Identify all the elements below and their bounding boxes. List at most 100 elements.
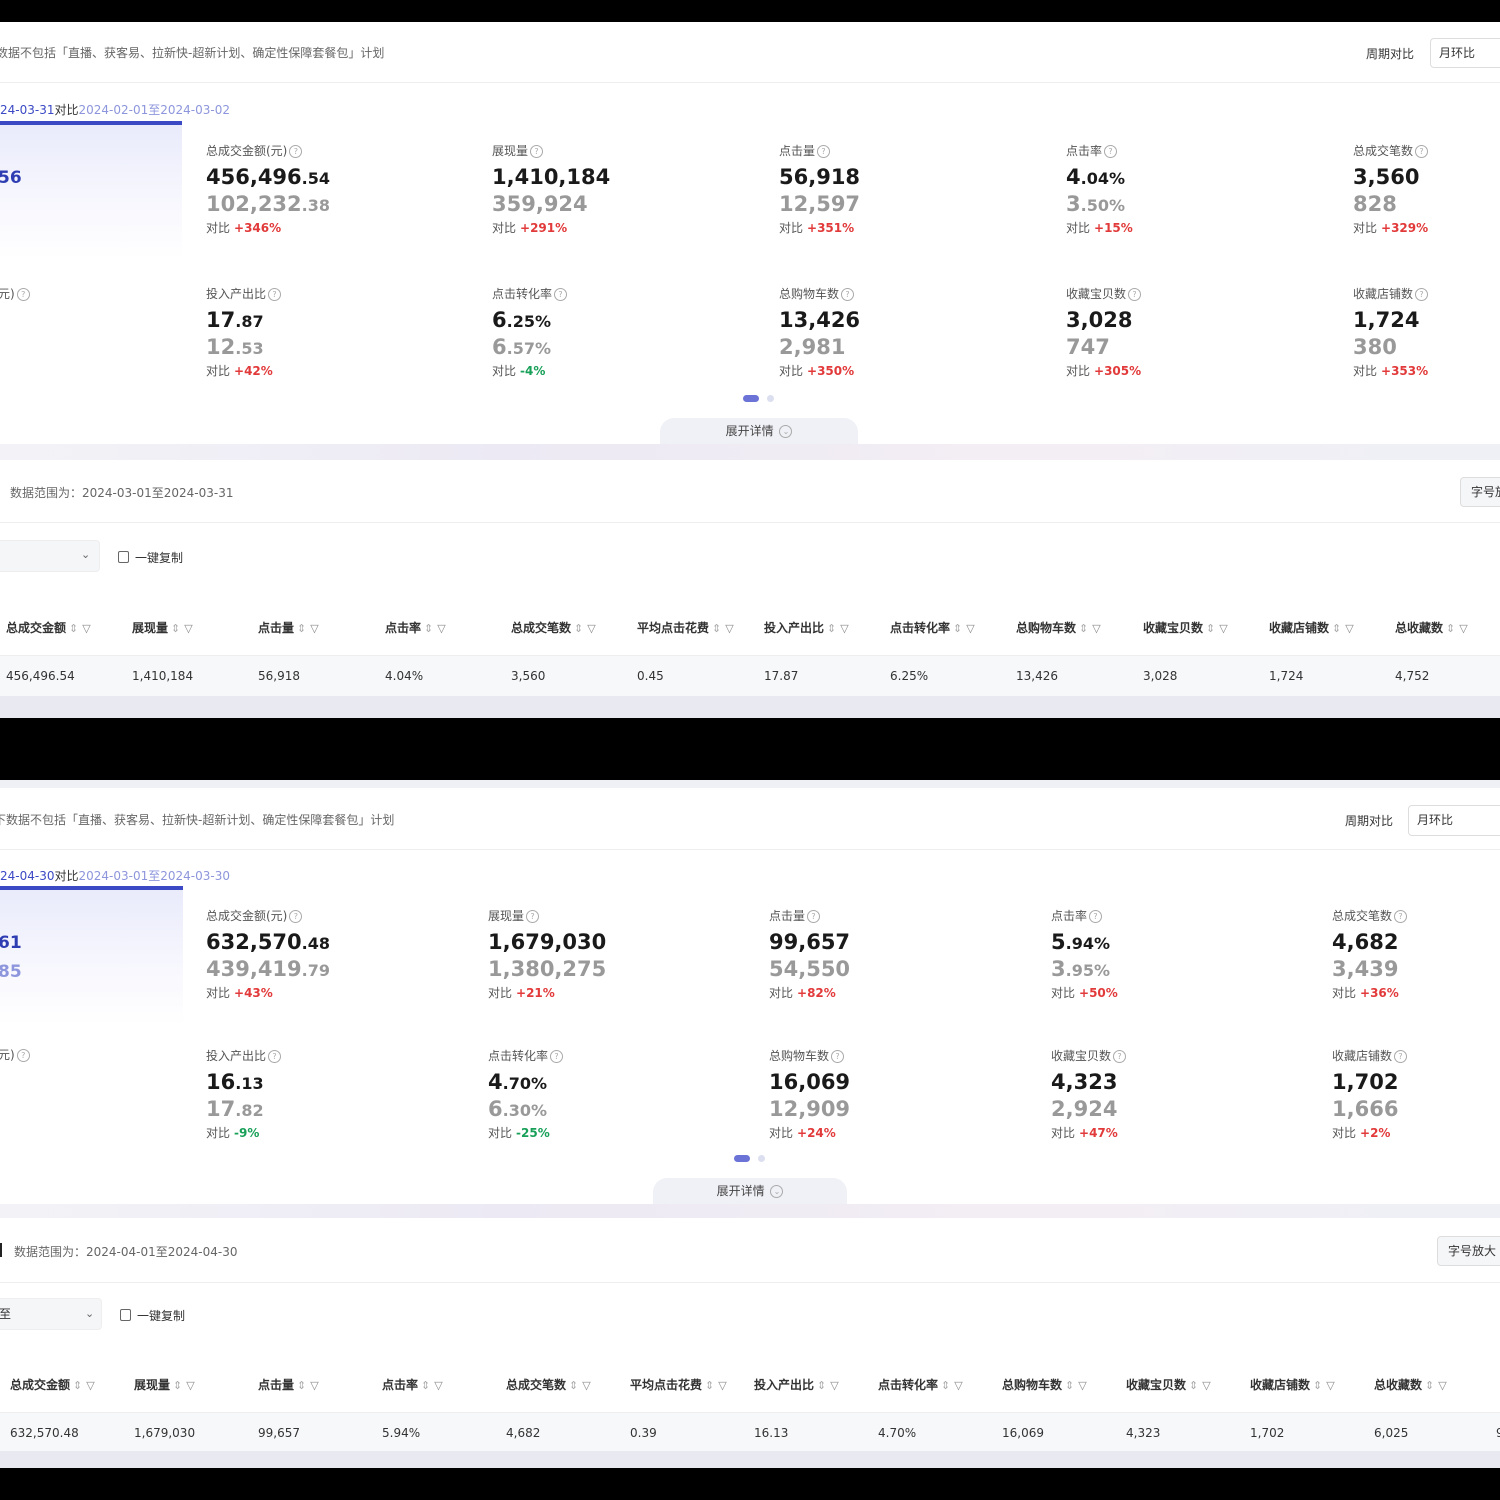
table-header-cell[interactable]: 收藏店铺数 ⇕ ▽: [1269, 619, 1354, 636]
sort-icon[interactable]: ⇕: [171, 622, 181, 635]
metric-card[interactable]: 展现量? 1,679,030 1,380,275 对比 +21%: [488, 907, 606, 1001]
metric-card[interactable]: 收藏宝贝数? 3,028 747 对比 +305%: [1066, 285, 1141, 379]
help-icon[interactable]: ?: [1394, 910, 1408, 923]
table-header-cell[interactable]: 总成交笔数 ⇕ ▽: [511, 619, 596, 636]
metric-dropdown[interactable]: ⌄: [0, 540, 100, 572]
period-compare-select[interactable]: 月环比: [1408, 805, 1500, 836]
filter-icon[interactable]: ▽: [725, 622, 734, 635]
table-header-cell[interactable]: 点击量 ⇕ ▽: [258, 1376, 319, 1393]
metric-card[interactable]: 点击转化率? 4.70% 6.30% 对比 -25%: [488, 1047, 564, 1141]
metric-card[interactable]: 收藏店铺数? 1,724 380 对比 +353%: [1353, 285, 1428, 379]
sort-icon[interactable]: ⇕: [297, 622, 307, 635]
metric-card[interactable]: 总成交笔数? 3,560 828 对比 +329%: [1353, 142, 1428, 236]
help-icon[interactable]: ?: [1104, 145, 1118, 158]
metric-card[interactable]: 总成交金额(元)? 456,496.54 102,232.38 对比 +346%: [206, 142, 330, 236]
sort-icon[interactable]: ⇕: [421, 1379, 431, 1392]
metric-card[interactable]: 总购物车数? 13,426 2,981 对比 +350%: [779, 285, 860, 379]
filter-icon[interactable]: ▽: [1345, 622, 1354, 635]
help-icon[interactable]: ?: [1113, 1050, 1127, 1063]
help-icon[interactable]: ?: [16, 288, 30, 301]
sort-icon[interactable]: ⇕: [705, 1379, 715, 1392]
period-compare-select[interactable]: 月环比: [1430, 38, 1500, 68]
sort-icon[interactable]: ⇕: [1313, 1379, 1323, 1392]
help-icon[interactable]: ?: [831, 1050, 845, 1063]
table-header-cell[interactable]: 总购物车数 ⇕ ▽: [1016, 619, 1101, 636]
table-header-cell[interactable]: 总收藏数 ⇕ ▽: [1374, 1376, 1447, 1393]
sort-icon[interactable]: ⇕: [712, 622, 722, 635]
table-header-cell[interactable]: 收藏店铺数 ⇕ ▽: [1250, 1376, 1335, 1393]
table-header-cell[interactable]: 总成交金额 ⇕ ▽: [10, 1376, 95, 1393]
filter-icon[interactable]: ▽: [840, 622, 849, 635]
metric-card[interactable]: 点击率? 5.94% 3.95% 对比 +50%: [1051, 907, 1118, 1001]
filter-icon[interactable]: ▽: [1219, 622, 1228, 635]
font-enlarge-button[interactable]: 字号放大: [1437, 1236, 1500, 1266]
table-header-cell[interactable]: 点击率 ⇕ ▽: [382, 1376, 443, 1393]
help-icon[interactable]: ?: [554, 288, 568, 301]
filter-icon[interactable]: ▽: [310, 1379, 319, 1392]
filter-icon[interactable]: ▽: [582, 1379, 591, 1392]
table-header-cell[interactable]: 总成交笔数 ⇕ ▽: [506, 1376, 591, 1393]
table-header-cell[interactable]: 平均点击花费 ⇕ ▽: [637, 619, 734, 636]
copy-all-button[interactable]: 一键复制: [118, 549, 183, 566]
sort-icon[interactable]: ⇕: [1079, 622, 1089, 635]
sort-icon[interactable]: ⇕: [953, 622, 963, 635]
help-icon[interactable]: ?: [841, 288, 855, 301]
sort-icon[interactable]: ⇕: [817, 1379, 827, 1392]
filter-icon[interactable]: ▽: [437, 622, 446, 635]
help-icon[interactable]: ?: [1415, 288, 1429, 301]
help-icon[interactable]: ?: [16, 1049, 30, 1062]
table-header-cell[interactable]: 展现量 ⇕ ▽: [134, 1376, 195, 1393]
copy-all-button[interactable]: 一键复制: [120, 1307, 185, 1324]
help-icon[interactable]: ?: [289, 145, 303, 158]
table-header-cell[interactable]: 投入产出比 ⇕ ▽: [764, 619, 849, 636]
filter-icon[interactable]: ▽: [587, 622, 596, 635]
filter-icon[interactable]: ▽: [718, 1379, 727, 1392]
help-icon[interactable]: ?: [268, 288, 282, 301]
table-header-cell[interactable]: 总成交金额 ⇕ ▽: [6, 619, 91, 636]
sort-icon[interactable]: ⇕: [173, 1379, 183, 1392]
metric-card[interactable]: 点击量? 56,918 12,597 对比 +351%: [779, 142, 860, 236]
sort-icon[interactable]: ⇕: [1446, 622, 1456, 635]
help-icon[interactable]: ?: [530, 145, 544, 158]
metric-card[interactable]: 总成交笔数? 4,682 3,439 对比 +36%: [1332, 907, 1408, 1001]
sort-icon[interactable]: ⇕: [1332, 622, 1342, 635]
help-icon[interactable]: ?: [817, 145, 831, 158]
filter-icon[interactable]: ▽: [82, 622, 91, 635]
filter-icon[interactable]: ▽: [954, 1379, 963, 1392]
metric-card[interactable]: 总成交金额(元)? 632,570.48 439,419.79 对比 +43%: [206, 907, 330, 1001]
metric-card[interactable]: 点击量? 99,657 54,550 对比 +82%: [769, 907, 850, 1001]
help-icon[interactable]: ?: [1415, 145, 1429, 158]
help-icon[interactable]: ?: [807, 910, 821, 923]
help-icon[interactable]: ?: [526, 910, 540, 923]
hero-metric-card[interactable]: [0, 890, 183, 1025]
metric-card[interactable]: 点击转化率? 6.25% 6.57% 对比 -4%: [492, 285, 568, 379]
sort-icon[interactable]: ⇕: [827, 622, 837, 635]
sort-icon[interactable]: ⇕: [424, 622, 434, 635]
sort-icon[interactable]: ⇕: [297, 1379, 307, 1392]
metric-card[interactable]: 投入产出比? 17.87 12.53 对比 +42%: [206, 285, 282, 379]
filter-icon[interactable]: ▽: [1078, 1379, 1087, 1392]
sort-icon[interactable]: ⇕: [1189, 1379, 1199, 1392]
carousel-dot[interactable]: [767, 395, 774, 402]
help-icon[interactable]: ?: [1089, 910, 1103, 923]
font-enlarge-button[interactable]: 字号放: [1460, 477, 1500, 507]
metric-card[interactable]: 点击率? 4.04% 3.50% 对比 +15%: [1066, 142, 1133, 236]
carousel-dot-active[interactable]: [734, 1155, 750, 1162]
metric-card[interactable]: 展现量? 1,410,184 359,924 对比 +291%: [492, 142, 610, 236]
hero-metric-card[interactable]: [0, 125, 182, 260]
table-header-cell[interactable]: 点击转化率 ⇕ ▽: [890, 619, 975, 636]
filter-icon[interactable]: ▽: [1459, 622, 1468, 635]
filter-icon[interactable]: ▽: [1202, 1379, 1211, 1392]
expand-details-button[interactable]: 展开详情 ⌄: [653, 1178, 847, 1204]
sort-icon[interactable]: ⇕: [1425, 1379, 1435, 1392]
help-icon[interactable]: ?: [1128, 288, 1142, 301]
filter-icon[interactable]: ▽: [1438, 1379, 1447, 1392]
filter-icon[interactable]: ▽: [1326, 1379, 1335, 1392]
table-header-cell[interactable]: 总收藏数 ⇕ ▽: [1395, 619, 1468, 636]
table-header-cell[interactable]: 平均点击花费 ⇕ ▽: [630, 1376, 727, 1393]
filter-icon[interactable]: ▽: [310, 622, 319, 635]
filter-icon[interactable]: ▽: [830, 1379, 839, 1392]
metric-dropdown[interactable]: 至 ⌄: [0, 1298, 102, 1330]
filter-icon[interactable]: ▽: [86, 1379, 95, 1392]
sort-icon[interactable]: ⇕: [941, 1379, 951, 1392]
